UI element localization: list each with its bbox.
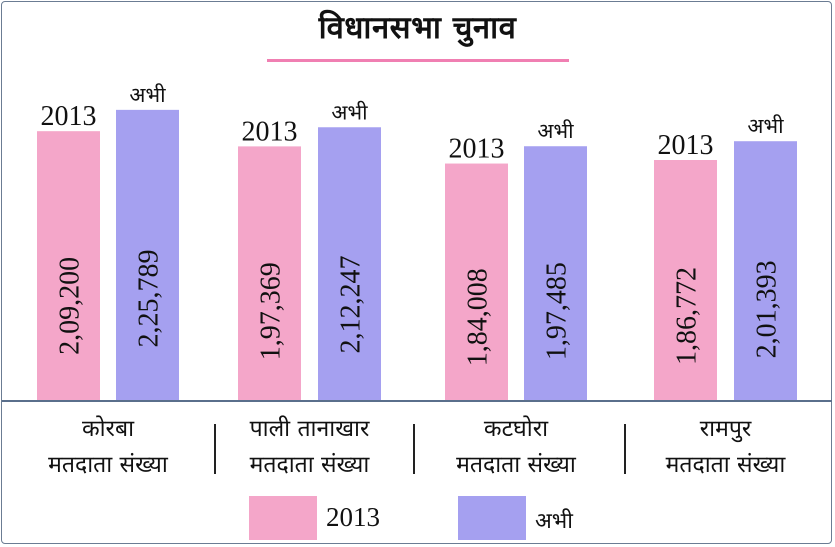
legend-swatch-2013 (249, 496, 317, 540)
legend-label-now: अभी (535, 509, 573, 534)
bar-value-label: 1,84,008 (463, 268, 494, 366)
bar (116, 109, 179, 400)
legend-swatch-now (458, 496, 526, 540)
title-underline (267, 59, 569, 62)
bar-series-label: 2013 (41, 101, 97, 132)
bar (654, 159, 717, 400)
bar-value-label: 1,97,485 (542, 262, 573, 360)
category-label: कटघोरा (484, 415, 549, 442)
bar-series-label: 2013 (242, 116, 298, 147)
bar (445, 163, 508, 400)
bar (37, 131, 100, 401)
bar-series-label: 2013 (658, 130, 714, 161)
bar-value-label: 2,09,200 (55, 257, 86, 355)
bar-series-label: अभी (537, 119, 574, 143)
legend: 2013 अभी (0, 496, 835, 540)
bar (318, 127, 381, 400)
bar (238, 146, 301, 400)
chart-title: विधानसभा चुनाव (318, 10, 517, 46)
category-sublabel: मतदाता संख्या (666, 452, 787, 478)
bar-value-label: 1,97,369 (256, 262, 287, 360)
bar-value-label: 2,01,393 (752, 260, 783, 358)
bar (734, 141, 797, 400)
category-label: पाली तानाखार (250, 415, 370, 442)
bar-series-label: अभी (331, 100, 368, 124)
bar-series-label: अभी (129, 83, 166, 107)
category-label: कोरबा (82, 415, 135, 442)
category-sublabel: मतदाता संख्या (250, 452, 371, 478)
bar-series-label: अभी (747, 114, 784, 138)
category-sublabel: मतदाता संख्या (456, 452, 577, 478)
category-sublabel: मतदाता संख्या (48, 452, 169, 478)
bar-value-label: 1,86,772 (672, 267, 703, 365)
category-label: रामपुर (700, 416, 752, 443)
legend-label-2013: 2013 (326, 502, 380, 532)
bar-value-label: 2,25,789 (134, 249, 165, 347)
bar (524, 146, 587, 400)
bar-series-label: 2013 (449, 134, 505, 165)
bar-value-label: 2,12,247 (336, 256, 367, 354)
